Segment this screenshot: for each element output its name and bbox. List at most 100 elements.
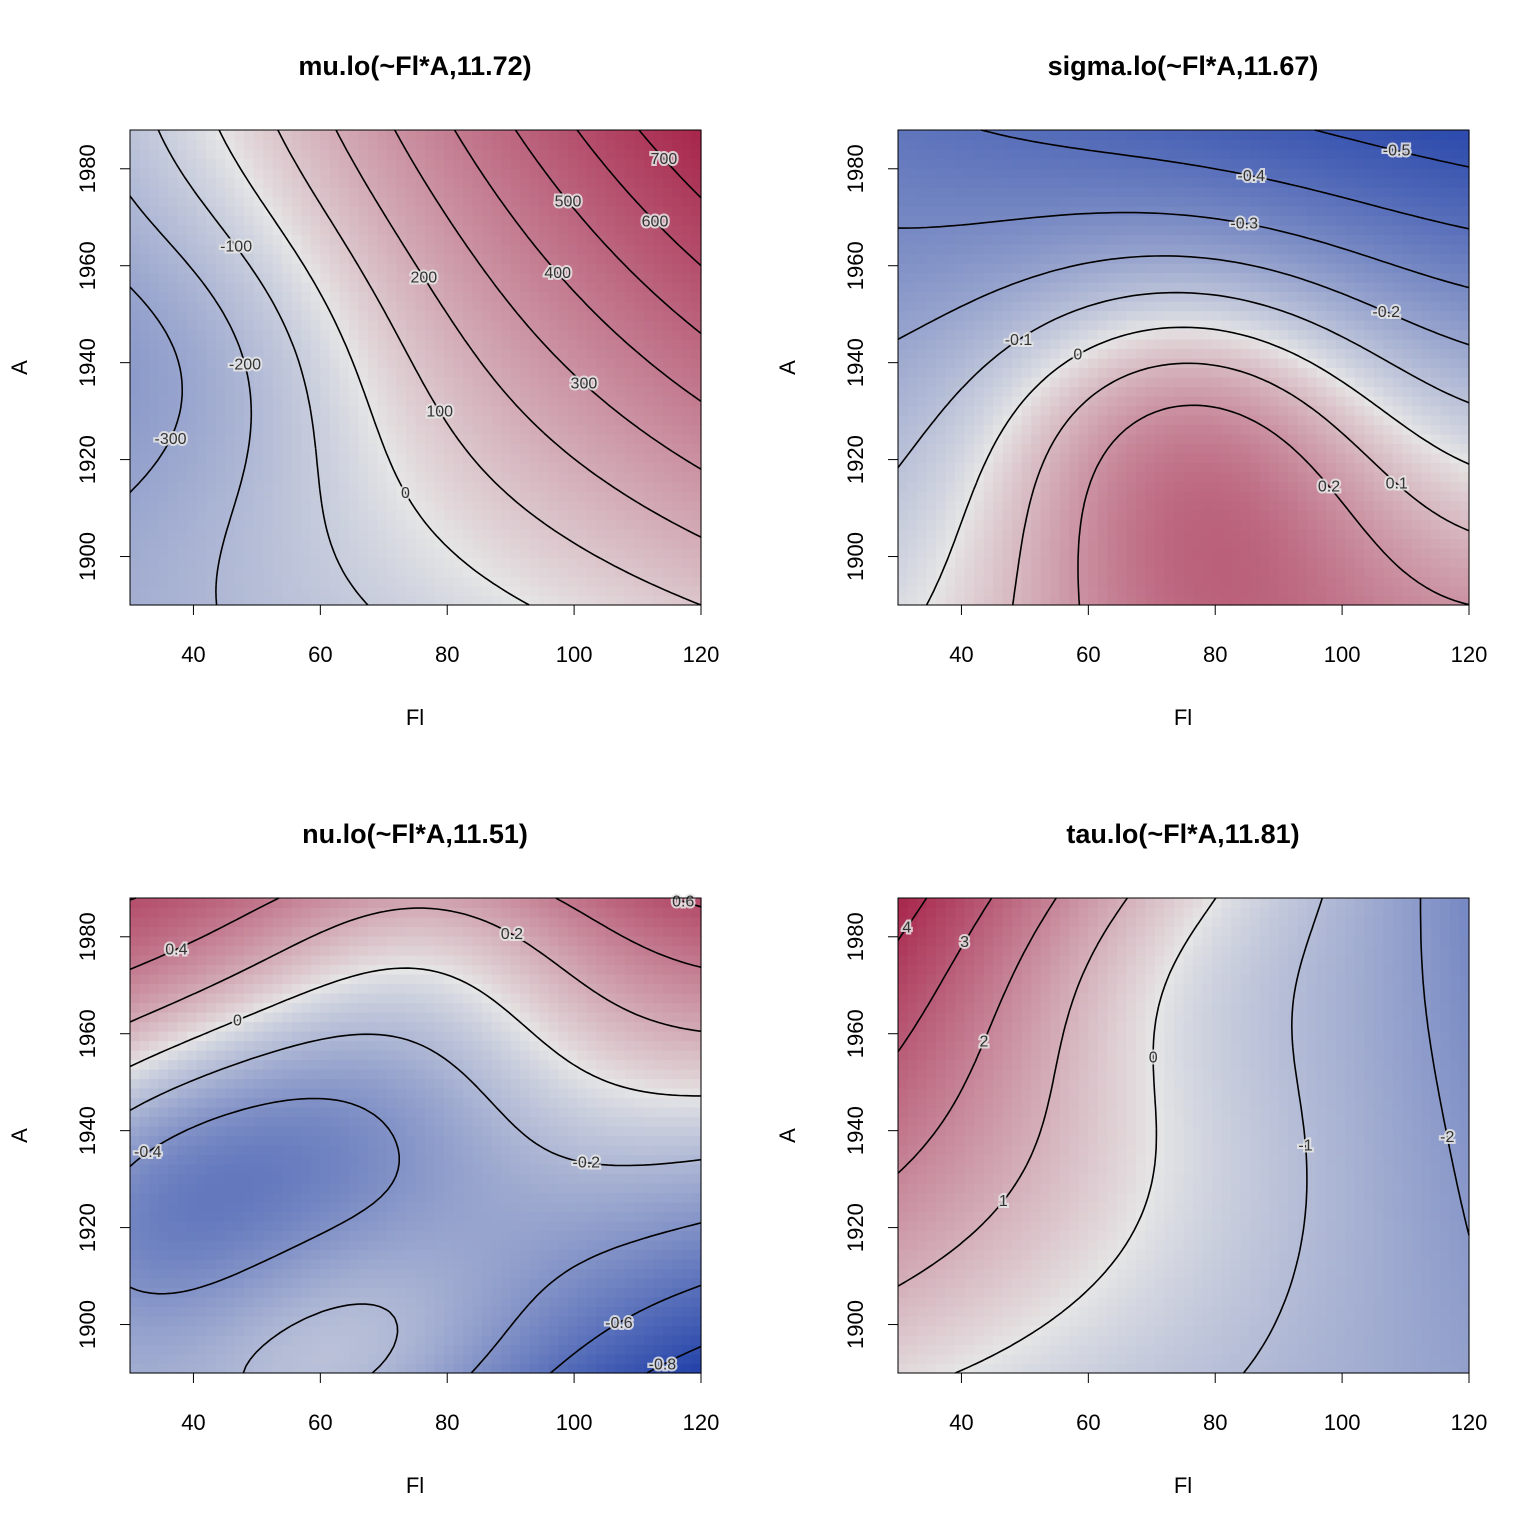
heatmap-cell [386,567,398,578]
heatmap-cell [1202,139,1213,150]
heatmap-cell [993,405,1004,416]
heatmap-cell [1135,348,1147,359]
heatmap-cell [1173,453,1185,464]
heatmap-cell [348,472,359,483]
heatmap-cell [1193,386,1204,397]
heatmap-cell [624,557,635,568]
heatmap-cell [615,253,626,264]
heatmap-cell [272,244,283,255]
heatmap-cell [1050,253,1061,264]
heatmap-cell [558,215,569,226]
heatmap-cell [520,386,531,397]
heatmap-cell [1088,272,1099,283]
heatmap-cell [681,510,693,521]
contour-line [277,129,702,606]
heatmap-cell [405,377,417,388]
heatmap-cell [1088,548,1099,559]
heatmap-cell [301,329,312,340]
heatmap-cell [206,196,217,207]
heatmap-cell [405,196,417,207]
heatmap-cell [1183,472,1194,483]
heatmap-cell [472,301,483,312]
heatmap-cell [139,291,150,302]
heatmap-cell [272,291,283,302]
heatmap-cell [643,434,655,445]
heatmap-cell [1002,168,1013,179]
heatmap-cell [177,158,188,169]
heatmap-cell [415,291,426,302]
heatmap-cell [1040,529,1051,540]
heatmap-cell [263,576,274,587]
heatmap-cell [386,177,398,188]
heatmap-cell [577,567,588,578]
heatmap-cell [149,253,160,264]
heatmap-cell [149,130,160,141]
heatmap-cell [1135,130,1147,141]
heatmap-cell [320,557,331,568]
heatmap-cell [1078,272,1089,283]
heatmap-cell [453,320,464,331]
heatmap-cell [196,149,207,160]
heatmap-cell [917,149,928,160]
heatmap-cell [444,225,455,236]
heatmap-cell [1202,481,1213,492]
heatmap-cell [567,500,578,511]
heatmap-cell [272,253,283,264]
heatmap-cell [1259,367,1270,378]
heatmap-cell [244,225,255,236]
heatmap-cell [491,149,502,160]
heatmap-cell [386,215,398,226]
heatmap-cell [196,139,207,150]
heatmap-cell [444,510,455,521]
heatmap-cell [1164,196,1175,207]
heatmap-cell [1202,415,1213,426]
heatmap-cell [672,149,683,160]
heatmap-cell [577,491,588,502]
heatmap-cell [1059,244,1070,255]
heatmap-cell [1240,358,1251,369]
heatmap-cell [539,130,550,141]
heatmap-cell [282,206,293,217]
heatmap-cell [177,320,188,331]
heatmap-cell [955,244,966,255]
heatmap-cell [225,272,236,283]
heatmap-cell [1021,301,1032,312]
heatmap-cell [605,291,616,302]
heatmap-cell [1154,453,1166,464]
heatmap-cell [453,215,464,226]
heatmap-cell [1145,130,1156,141]
heatmap-cell [577,405,588,416]
heatmap-cell [1012,272,1023,283]
heatmap-cell [491,510,502,521]
heatmap-cell [149,377,160,388]
heatmap-cell [234,434,245,445]
heatmap-cell [263,443,274,454]
heatmap-cell [936,253,947,264]
heatmap-cell [1250,301,1261,312]
heatmap-cell [539,472,550,483]
heatmap-cell [177,500,188,511]
heatmap-cell [1069,234,1080,245]
heatmap-cell [139,282,150,293]
heatmap-cell [244,301,255,312]
heatmap-cell [605,519,616,530]
heatmap-cell [1250,244,1261,255]
heatmap-cell [1031,491,1042,502]
heatmap-cell [596,386,607,397]
heatmap-cell [310,472,321,483]
heatmap-cell [158,472,169,483]
heatmap-cell [1173,576,1185,587]
heatmap-cell [1088,538,1099,549]
heatmap-cell [415,424,426,435]
heatmap-cell [634,149,645,160]
heatmap-cell [187,443,198,454]
heatmap-cell [1012,196,1023,207]
heatmap-cell [1154,339,1166,350]
heatmap-cell [491,130,502,141]
heatmap-cell [548,301,559,312]
heatmap-cell [624,377,635,388]
heatmap-cell [558,415,569,426]
heatmap-cell [225,291,236,302]
heatmap-cell [1012,215,1023,226]
heatmap-cell [168,339,179,350]
